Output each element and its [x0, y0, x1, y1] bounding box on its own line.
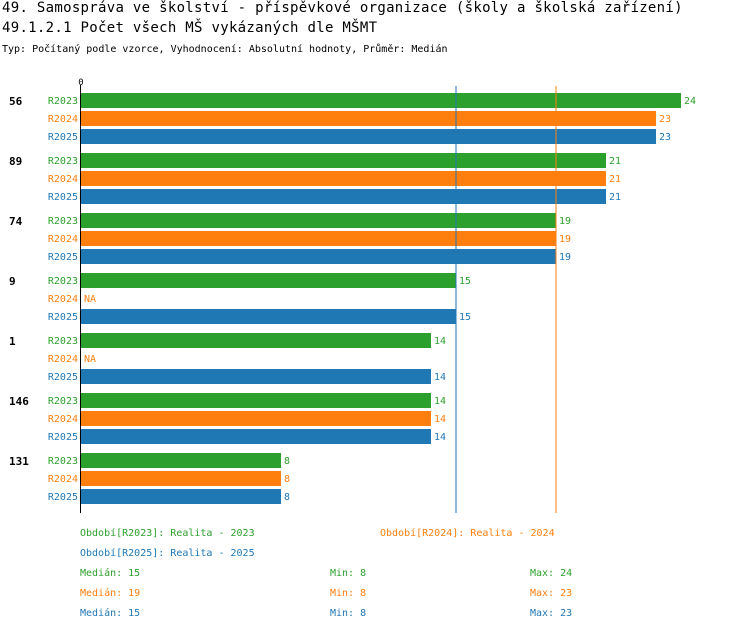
bar-value-label: 14 — [434, 432, 446, 443]
bar-series-label: R2024 — [48, 474, 78, 485]
bar — [81, 471, 281, 486]
bar — [81, 309, 456, 324]
bar — [81, 429, 431, 444]
bar-series-label: R2025 — [48, 252, 78, 263]
bar-value-label: 15 — [459, 312, 471, 323]
bar-series-label: R2023 — [48, 156, 78, 167]
bar-series-label: R2024 — [48, 294, 78, 305]
group-label: 9 — [9, 275, 16, 288]
bar — [81, 369, 431, 384]
bar — [81, 393, 431, 408]
bar-value-label: 21 — [609, 192, 621, 203]
bar-value-label: 14 — [434, 336, 446, 347]
bar — [81, 273, 456, 288]
bar — [81, 111, 656, 126]
bar-value-label: 14 — [434, 372, 446, 383]
bar-value-label: 19 — [559, 234, 571, 245]
bar-value-label: 8 — [284, 456, 290, 467]
bar-value-label: 14 — [434, 414, 446, 425]
axis-zero-label: 0 — [78, 78, 83, 88]
group-label: 146 — [9, 395, 29, 408]
group-label: 131 — [9, 455, 29, 468]
bar-series-label: R2023 — [48, 456, 78, 467]
bar-series-label: R2024 — [48, 354, 78, 365]
bar-series-label: R2023 — [48, 96, 78, 107]
bar-series-label: R2025 — [48, 192, 78, 203]
bar-value-label: 19 — [559, 216, 571, 227]
bar-value-label: 21 — [609, 156, 621, 167]
bar — [81, 333, 431, 348]
bar — [81, 153, 606, 168]
bar-value-label: 21 — [609, 174, 621, 185]
bar — [81, 231, 556, 246]
bar-series-label: R2023 — [48, 336, 78, 347]
bar — [81, 453, 281, 468]
bar-value-label: 23 — [659, 114, 671, 125]
na-label: NA — [84, 354, 96, 365]
bar-value-label: 14 — [434, 396, 446, 407]
bar — [81, 213, 556, 228]
bar-value-label: 23 — [659, 132, 671, 143]
bar-series-label: R2023 — [48, 216, 78, 227]
bar — [81, 489, 281, 504]
chart-subtitle: 49.1.2.1 Počet všech MŠ vykázaných dle M… — [2, 20, 378, 36]
bar-value-label: 24 — [684, 96, 696, 107]
bar — [81, 411, 431, 426]
bar-series-label: R2024 — [48, 174, 78, 185]
na-label: NA — [84, 294, 96, 305]
bar — [81, 189, 606, 204]
bar-series-label: R2025 — [48, 492, 78, 503]
chart-description: Typ: Počítaný podle vzorce, Vyhodnocení:… — [2, 44, 448, 55]
bar-series-label: R2023 — [48, 396, 78, 407]
group-label: 1 — [9, 335, 16, 348]
bar — [81, 129, 656, 144]
group-label: 74 — [9, 215, 23, 228]
bar-series-label: R2025 — [48, 432, 78, 443]
bar-series-label: R2025 — [48, 312, 78, 323]
bar-value-label: 19 — [559, 252, 571, 263]
bar-series-label: R2024 — [48, 414, 78, 425]
bar-value-label: 15 — [459, 276, 471, 287]
bar-value-label: 8 — [284, 492, 290, 503]
bar-series-label: R2024 — [48, 234, 78, 245]
chart-title: 49. Samospráva ve školství - příspěvkové… — [2, 0, 683, 16]
group-label: 89 — [9, 155, 22, 168]
bar-series-label: R2024 — [48, 114, 78, 125]
group-label: 56 — [9, 95, 23, 108]
bar-value-label: 8 — [284, 474, 290, 485]
bar — [81, 249, 556, 264]
bar-series-label: R2025 — [48, 132, 78, 143]
bar — [81, 171, 606, 186]
bar-series-label: R2025 — [48, 372, 78, 383]
bar — [81, 93, 681, 108]
bar-series-label: R2023 — [48, 276, 78, 287]
